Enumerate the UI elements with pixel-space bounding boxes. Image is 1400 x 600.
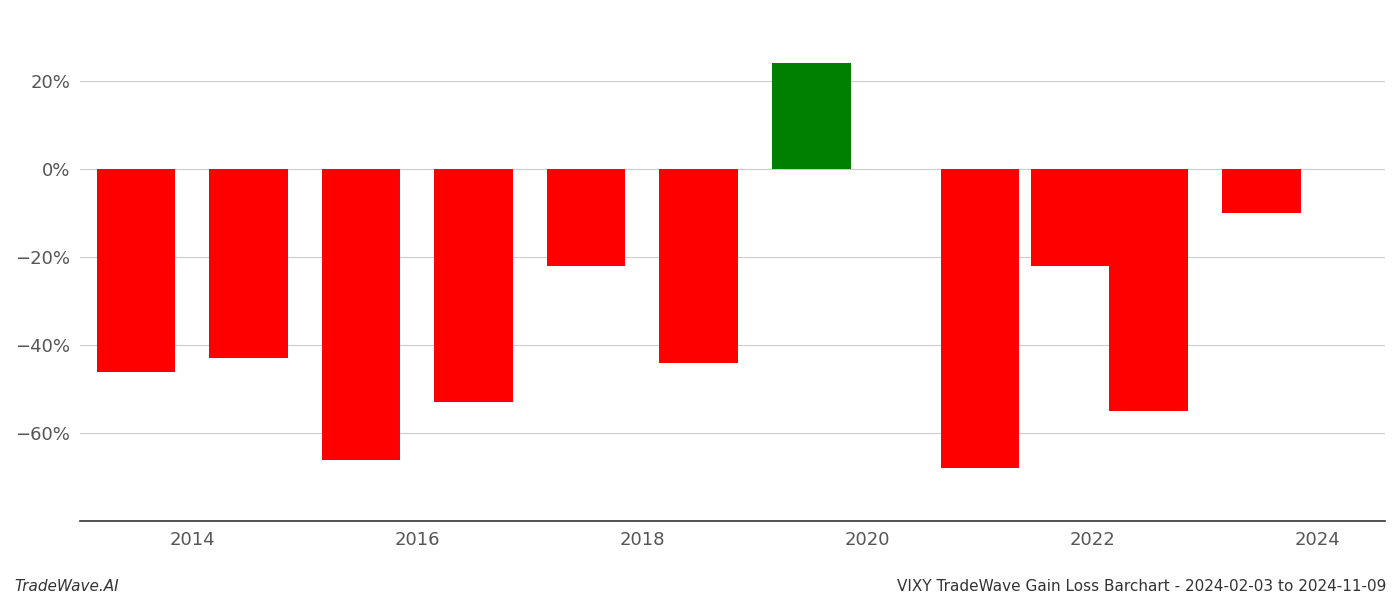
Text: TradeWave.AI: TradeWave.AI bbox=[14, 579, 119, 594]
Bar bbox=[1030, 169, 1109, 266]
Bar bbox=[209, 169, 288, 358]
Bar bbox=[434, 169, 512, 403]
Bar bbox=[1109, 169, 1189, 411]
Bar bbox=[771, 64, 851, 169]
Bar bbox=[659, 169, 738, 363]
Bar bbox=[97, 169, 175, 371]
Bar bbox=[1222, 169, 1301, 213]
Text: VIXY TradeWave Gain Loss Barchart - 2024-02-03 to 2024-11-09: VIXY TradeWave Gain Loss Barchart - 2024… bbox=[896, 579, 1386, 594]
Bar bbox=[941, 169, 1019, 469]
Bar bbox=[546, 169, 626, 266]
Bar bbox=[322, 169, 400, 460]
